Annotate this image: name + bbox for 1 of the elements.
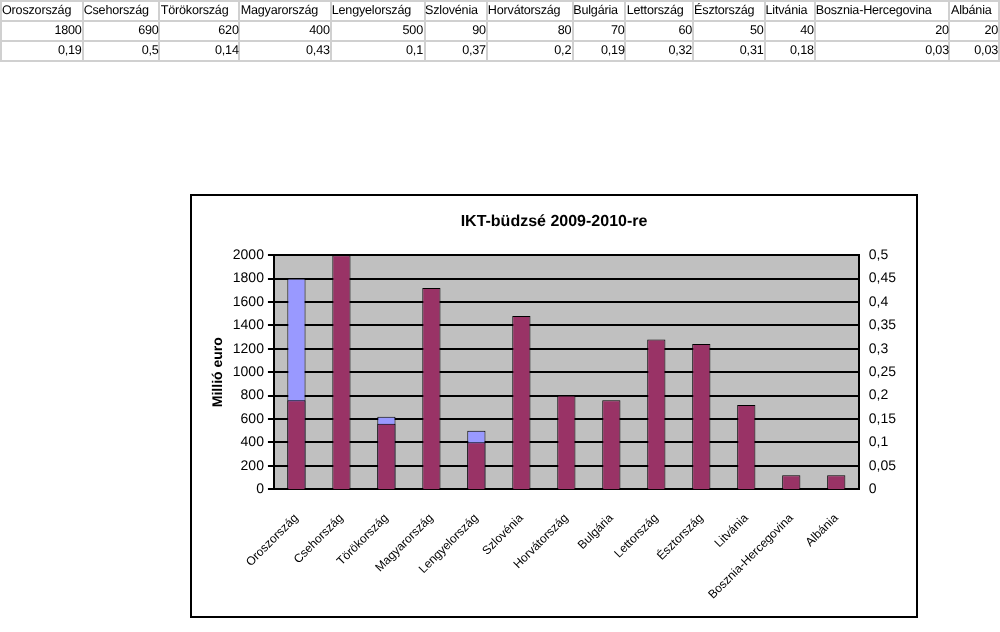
chart-title: IKT-büdzsé 2009-2010-re <box>460 212 649 231</box>
